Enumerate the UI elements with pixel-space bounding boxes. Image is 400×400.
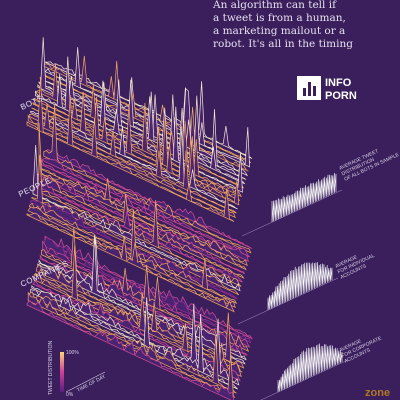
terrain-ridge <box>38 122 247 271</box>
terrain-ridge <box>32 144 241 292</box>
terrain-ridge <box>36 174 245 279</box>
terrain-ridge <box>35 56 243 193</box>
terrain-ridge <box>41 227 250 352</box>
key-bottom: 0% <box>66 392 74 398</box>
average-profile <box>277 343 343 393</box>
terrain-ridge <box>26 76 235 222</box>
key-axis <box>65 371 106 393</box>
watermark: zone <box>365 387 390 399</box>
headline: An algorithm can tell if <box>212 0 337 11</box>
terrain-ridge <box>26 300 235 400</box>
profile-axis <box>260 359 349 400</box>
terrain-ridge <box>33 98 242 198</box>
average-profile <box>267 262 333 311</box>
terrain-ridge <box>29 113 237 214</box>
terrain-ridge <box>35 177 243 283</box>
profiles <box>237 172 349 400</box>
terrain-ridge <box>42 157 250 258</box>
terrain-ridge <box>33 245 242 378</box>
logo-text: INFO <box>325 77 352 89</box>
key-gradient <box>60 352 64 392</box>
terrain-ridge <box>42 47 250 168</box>
terrain-ridge <box>27 206 236 309</box>
terrain-ridge <box>43 104 252 254</box>
terrain-ridge <box>31 91 240 206</box>
terrain-ridge <box>37 174 246 275</box>
logo-icon <box>308 82 311 96</box>
profile-axis <box>241 189 343 237</box>
headline: a tweet is from a human, <box>213 12 346 24</box>
headline: a marketing mailout or a <box>213 25 345 37</box>
logo-icon <box>303 88 306 96</box>
terrain-ridge <box>31 285 240 386</box>
logo-icon <box>313 86 316 96</box>
average-profile <box>271 172 337 223</box>
terrain-ridge <box>27 103 236 219</box>
key-y-label: TWEET DISTRIBUTION <box>48 341 54 395</box>
headline: robot. It's all in the timing <box>213 38 353 50</box>
terrain <box>26 37 253 400</box>
terrain-ridge <box>33 184 242 287</box>
terrain-ridge <box>26 212 235 313</box>
terrain-ridge <box>29 291 237 394</box>
logo-text: PORN <box>325 90 357 102</box>
key-top: 100% <box>66 350 79 356</box>
profile-axis <box>237 277 339 325</box>
